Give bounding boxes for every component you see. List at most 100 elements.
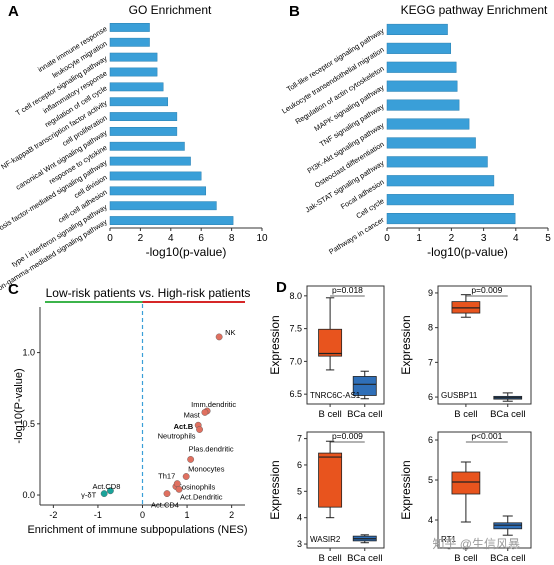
go-x-tick-label: 10	[256, 233, 268, 244]
go-bar	[109, 141, 185, 151]
kegg-bar	[386, 99, 460, 111]
panel-letter-b: B	[289, 3, 300, 20]
wasir2-y-tick-label: 3	[297, 539, 302, 549]
wasir2-gene-label: WASIR2	[310, 535, 341, 544]
kegg-bar	[386, 118, 470, 130]
tnrc6c-as1-y-axis-label: Expression	[268, 315, 282, 374]
gusbp11-category-label: BCa cell	[490, 409, 525, 420]
wasir2-plot-frame	[306, 431, 385, 549]
volcano-x-tick-label: -1	[94, 510, 102, 520]
kegg-bar	[386, 194, 514, 206]
volcano-point-label: Imm.dendritic	[191, 400, 236, 409]
kegg-bar	[386, 175, 495, 187]
volcano-y-tick-label: 1.0	[22, 348, 35, 358]
panel-letter-a: A	[8, 3, 19, 20]
volcano-point	[100, 490, 108, 498]
volcano-x-axis-label: Enrichment of immune subpopulations (NES…	[27, 524, 247, 536]
wasir2-y-tick-label: 5	[297, 486, 302, 496]
volcano-point-label: Act.CD8	[92, 482, 120, 491]
go-bar	[109, 112, 178, 121]
go-bar	[109, 82, 164, 92]
gusbp11-y-tick-label: 7	[428, 357, 433, 367]
kegg-bar	[386, 213, 516, 225]
go-x-tick-label: 6	[198, 233, 204, 244]
wasir2-pvalue: p=0.009	[332, 431, 363, 441]
gusbp11-y-tick-label: 9	[428, 288, 433, 298]
tnrc6c-as1-y-tick-label: 6.5	[289, 389, 302, 399]
gusbp11-y-tick-label: 8	[428, 323, 433, 333]
wasir2-category-label: BCa cell	[347, 553, 382, 564]
kegg-bar	[386, 42, 452, 54]
go-bar	[109, 67, 158, 77]
volcano-point-label: Monocytes	[188, 465, 225, 474]
kegg-bar	[386, 137, 476, 149]
volcano-point	[196, 426, 203, 433]
go-bar	[109, 23, 150, 32]
kegg-x-tick-label: 1	[416, 233, 422, 244]
volcano-x-tick-label: 1	[185, 510, 190, 520]
kegg-category-label: Pathways in cancer	[327, 215, 386, 256]
volcano-y-axis-label: -log10(P-value)	[13, 368, 25, 443]
tnrc6c-as1-box	[318, 328, 343, 357]
go-bar	[109, 127, 178, 136]
watermark-text: 知乎 @生信风暴	[432, 537, 520, 551]
volcano-point-label: Act.Dendritic	[180, 492, 223, 501]
volcano-point-label: γ-δT	[81, 491, 96, 500]
volcano-point	[107, 487, 114, 495]
volcano-point	[215, 333, 223, 341]
immune-volcano-chart: -2 -1 0 1 2 0.0 0.5 1.0 Enrichment of immune sub…	[13, 301, 248, 536]
kegg-x-axis-label: -log10(p-value)	[427, 245, 508, 259]
volcano-point-label: Th17	[158, 472, 175, 481]
tnrc6c-as1-y-tick-label: 7.0	[289, 356, 302, 366]
rt1-pvalue: p<0.001	[471, 431, 502, 441]
kegg-bar	[386, 156, 488, 168]
wasir2-box	[318, 452, 343, 508]
go-bar	[109, 201, 217, 211]
wasir2-y-tick-label: 7	[297, 434, 302, 444]
go-bar	[109, 97, 169, 107]
volcano-point-label: Act.B	[174, 422, 194, 431]
rt1-category-label: BCa cell	[490, 553, 525, 564]
volcano-x-tick-label: 2	[229, 510, 234, 520]
go-bar	[109, 216, 234, 225]
kegg-bar	[386, 61, 457, 73]
panel-title-c: Low-risk patients vs. High-risk patients	[46, 286, 251, 300]
volcano-point-label: Neutrophils	[158, 432, 196, 441]
volcano-point-label: Plas.dendritic	[189, 444, 234, 453]
kegg-enrichment-chart: Toll-like receptor signaling pathwayLeuk…	[280, 23, 551, 259]
wasir2-y-axis-label: Expression	[268, 460, 282, 519]
go-x-tick-label: 4	[168, 233, 174, 244]
go-x-tick-label: 0	[107, 233, 113, 244]
gusbp11-y-axis-label: Expression	[399, 315, 413, 374]
volcano-point-label: NK	[225, 328, 235, 337]
tnrc6c-as1-gene-label: TNRC6C-AS1	[310, 391, 361, 400]
tnrc6c-as1-pvalue: p=0.018	[332, 285, 363, 295]
kegg-x-tick-label: 3	[481, 233, 487, 244]
volcano-y-tick-label: 0.5	[22, 419, 35, 429]
gusbp11-y-tick-label: 6	[428, 392, 433, 402]
rt1-y-tick-label: 5	[428, 475, 433, 485]
go-bar	[109, 37, 150, 47]
rt1-y-tick-label: 4	[428, 515, 433, 525]
panel-title-a: GO Enrichment	[129, 3, 212, 17]
volcano-point	[163, 490, 171, 498]
volcano-point	[201, 409, 209, 416]
gusbp11-pvalue: p=0.009	[471, 285, 502, 295]
tnrc6c-as1-box	[352, 376, 377, 396]
wasir2-category-label: B cell	[318, 553, 341, 564]
wasir2-y-tick-label: 4	[297, 513, 302, 523]
volcano-point	[187, 456, 195, 463]
tnrc6c-as1-category-label: BCa cell	[347, 409, 382, 420]
go-bar	[109, 156, 191, 166]
kegg-x-tick-label: 2	[449, 233, 455, 244]
kegg-x-tick-label: 0	[384, 233, 390, 244]
kegg-bar	[386, 80, 458, 92]
volcano-y-tick-label: 0.0	[22, 490, 35, 500]
panel-title-b: KEGG pathway Enrichment	[401, 3, 548, 17]
volcano-point-label: Eosinophils	[177, 482, 216, 491]
go-bar	[109, 52, 158, 62]
rt1-gene-label: RT1	[441, 535, 457, 544]
tnrc6c-as1-category-label: B cell	[318, 409, 341, 420]
